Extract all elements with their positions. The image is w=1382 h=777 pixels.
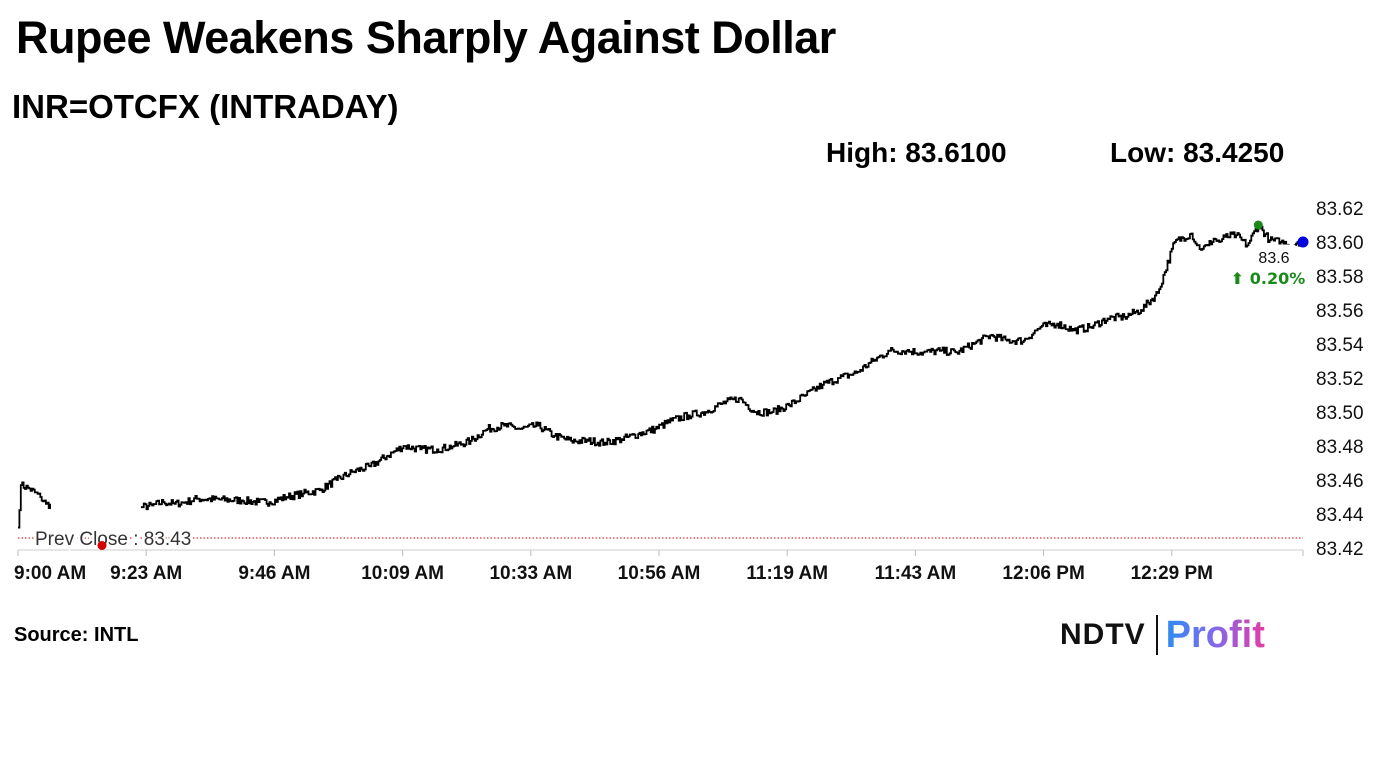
ndtv-profit-logo: NDTV Profit bbox=[1060, 612, 1265, 658]
prev-close-label: Prev Close : 83.43 bbox=[35, 529, 191, 550]
x-tick-label: 10:09 AM bbox=[361, 563, 444, 584]
x-tick-label: 10:56 AM bbox=[618, 563, 701, 584]
intraday-line-chart: 9:00 AM 9:23 AM 9:46 AM 10:09 AM 10:33 AM 10:… bbox=[14, 199, 1364, 584]
x-tick-label: 11:43 AM bbox=[875, 563, 957, 584]
x-tick-label: 11:19 AM bbox=[746, 563, 828, 584]
y-tick-label: 83.58 bbox=[1316, 267, 1364, 288]
y-tick-label: 83.54 bbox=[1316, 335, 1364, 356]
x-tick-label: 9:00 AM bbox=[14, 563, 86, 584]
last-value-label: 83.6 bbox=[1258, 250, 1289, 267]
y-tick-label: 83.52 bbox=[1316, 369, 1364, 390]
y-tick-label: 83.56 bbox=[1316, 301, 1364, 322]
y-tick-label: 83.42 bbox=[1316, 539, 1364, 560]
logo-divider bbox=[1155, 615, 1158, 655]
chart-subtitle: INR=OTCFX (INTRADAY) bbox=[12, 88, 399, 125]
y-tick-label: 83.48 bbox=[1316, 437, 1364, 458]
x-tick-label: 10:33 AM bbox=[489, 563, 572, 584]
high-marker bbox=[1253, 220, 1263, 230]
y-tick-label: 83.44 bbox=[1316, 505, 1364, 526]
y-tick-label: 83.50 bbox=[1316, 403, 1364, 424]
y-tick-label: 83.46 bbox=[1316, 471, 1364, 492]
x-tick-label: 9:46 AM bbox=[238, 563, 310, 584]
change-percent-label: ⬆ 0.20% bbox=[1231, 269, 1305, 288]
last-value-marker bbox=[1297, 236, 1309, 248]
logo-ndtv-text: NDTV bbox=[1060, 618, 1146, 651]
low-value: Low: 83.4250 bbox=[1110, 137, 1285, 168]
price-series-line bbox=[18, 224, 1304, 529]
source-note: Source: INTL bbox=[14, 624, 139, 646]
y-axis: 83.62 83.60 83.58 83.56 83.54 83.52 83.50 83.48… bbox=[1316, 199, 1364, 560]
chart-title: Rupee Weakens Sharply Against Dollar bbox=[16, 12, 836, 63]
x-axis: 9:00 AM 9:23 AM 9:46 AM 10:09 AM 10:33 AM 10:… bbox=[14, 549, 1304, 584]
x-tick-label: 12:29 PM bbox=[1131, 563, 1213, 584]
x-tick-label: 12:06 PM bbox=[1002, 563, 1084, 584]
prev-close-marker bbox=[97, 541, 107, 550]
y-tick-label: 83.60 bbox=[1316, 233, 1364, 254]
y-tick-label: 83.62 bbox=[1316, 199, 1364, 220]
high-value: High: 83.6100 bbox=[826, 137, 1007, 168]
logo-profit-text: Profit bbox=[1165, 613, 1265, 656]
last-value-box bbox=[1251, 244, 1297, 270]
x-tick-label: 9:23 AM bbox=[110, 563, 182, 584]
